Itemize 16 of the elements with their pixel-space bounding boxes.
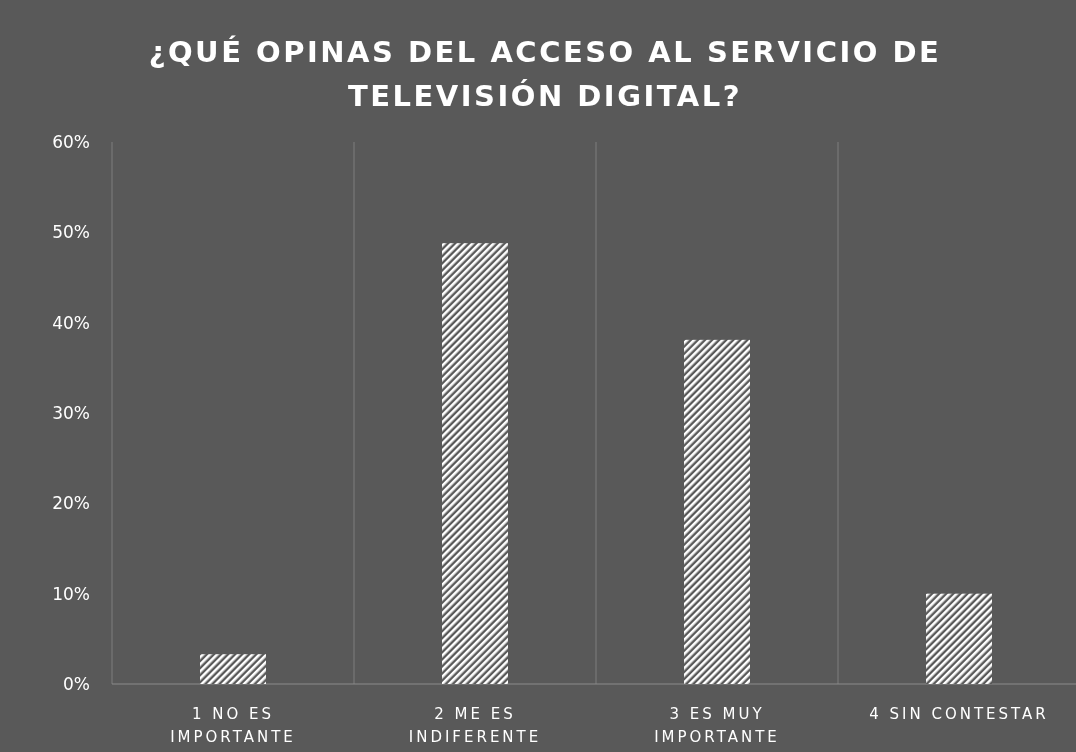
y-tick-label: 60% (52, 131, 90, 152)
bar (200, 654, 266, 684)
bar (442, 243, 508, 684)
x-tick-label: 4 SIN CONTESTAR (869, 705, 1049, 723)
y-tick-label: 50% (52, 222, 90, 243)
y-tick-label: 10% (52, 583, 90, 604)
y-tick-label: 40% (52, 312, 90, 333)
x-tick-label: 3 ES MUY IMPORTANTE (654, 705, 780, 746)
x-tick-label: 2 ME ES INDIFERENTE (408, 705, 542, 746)
x-tick-label: 1 NO ES IMPORTANTE (170, 705, 296, 746)
chart-title: ¿QUÉ OPINAS DEL ACCESO AL SERVICIO DE TELEVISIÓN DIGITAL? (148, 35, 942, 113)
y-tick-label: 0% (63, 673, 90, 694)
y-tick-label: 30% (52, 402, 90, 423)
bar (926, 593, 992, 684)
y-tick-label: 20% (52, 493, 90, 514)
bar (684, 339, 750, 684)
